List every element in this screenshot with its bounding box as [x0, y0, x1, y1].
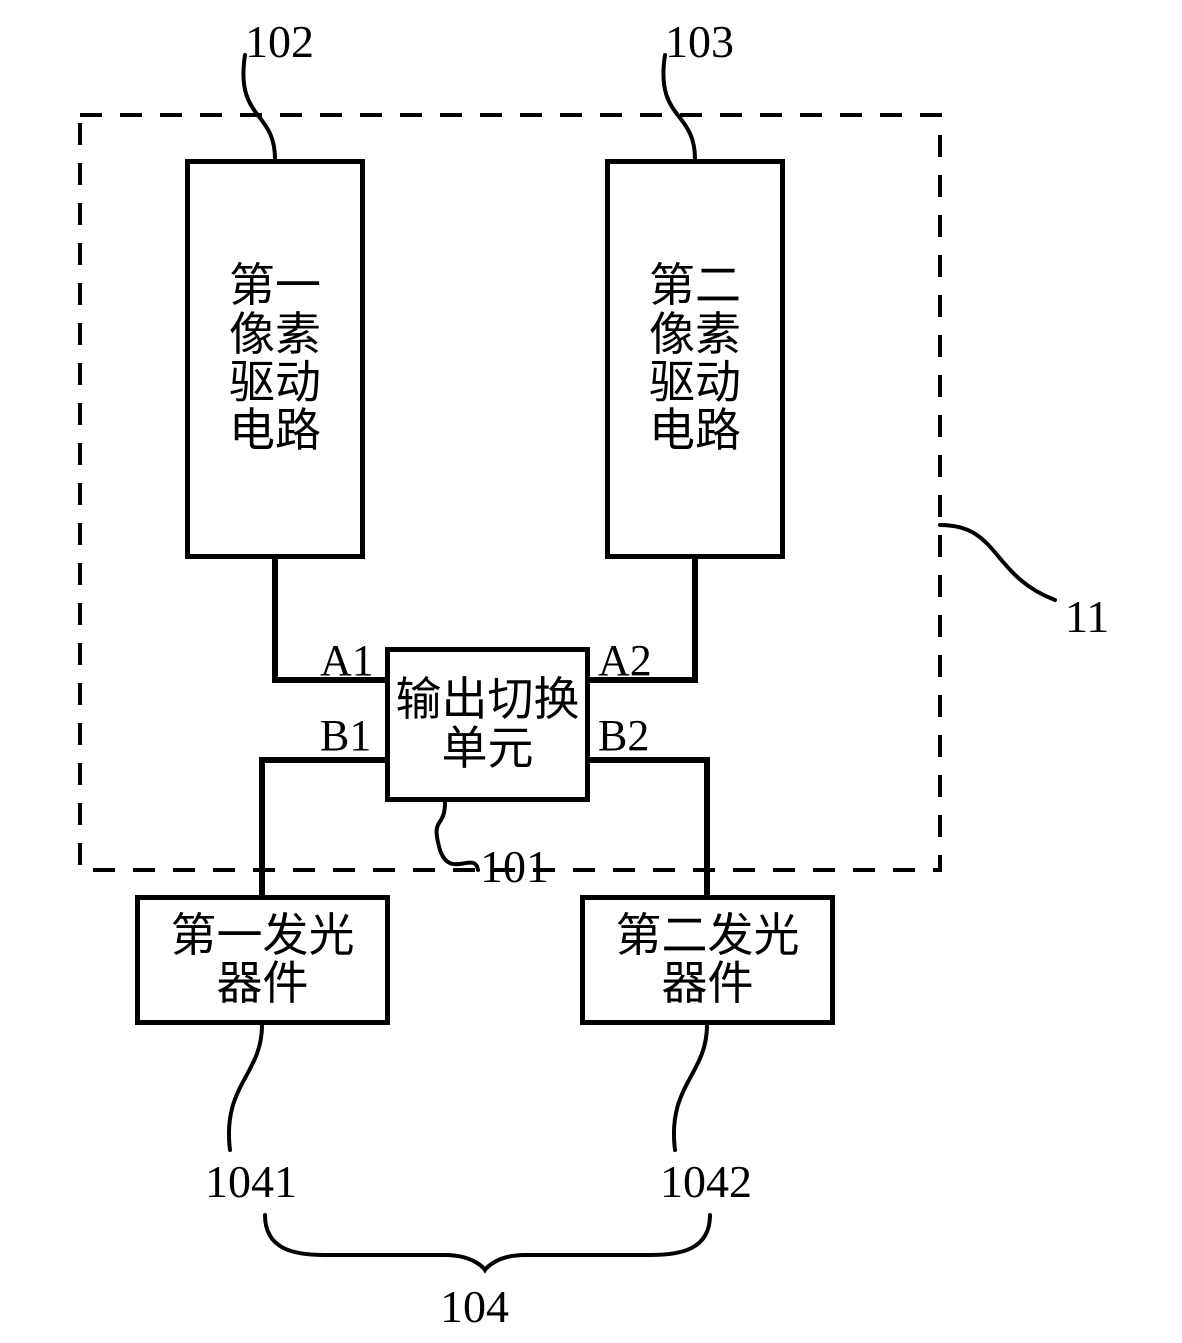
port-a2-label: A2 — [598, 635, 652, 686]
second-pixel-driver-circuit-block: 第二像素驱动电路 — [605, 159, 785, 559]
ref-104-label: 104 — [440, 1280, 509, 1333]
first-pixel-driver-circuit-block: 第一像素驱动电路 — [185, 159, 365, 559]
second-light-emitting-device-block: 第二发光器件 — [580, 895, 835, 1025]
ref-1042-label: 1042 — [660, 1155, 752, 1208]
ref-1041-label: 1041 — [205, 1155, 297, 1208]
output-switching-unit-block: 输出切换单元 — [385, 647, 590, 802]
ref-11-label: 11 — [1065, 590, 1109, 643]
connections-layer — [0, 0, 1182, 1343]
ref-102-label: 102 — [245, 15, 314, 68]
port-a1-label: A1 — [320, 635, 374, 686]
port-b2-label: B2 — [598, 710, 649, 761]
first-light-emitting-device-block: 第一发光器件 — [135, 895, 390, 1025]
ref-101-label: 101 — [480, 840, 549, 893]
ref-103-label: 103 — [665, 15, 734, 68]
port-b1-label: B1 — [320, 710, 371, 761]
